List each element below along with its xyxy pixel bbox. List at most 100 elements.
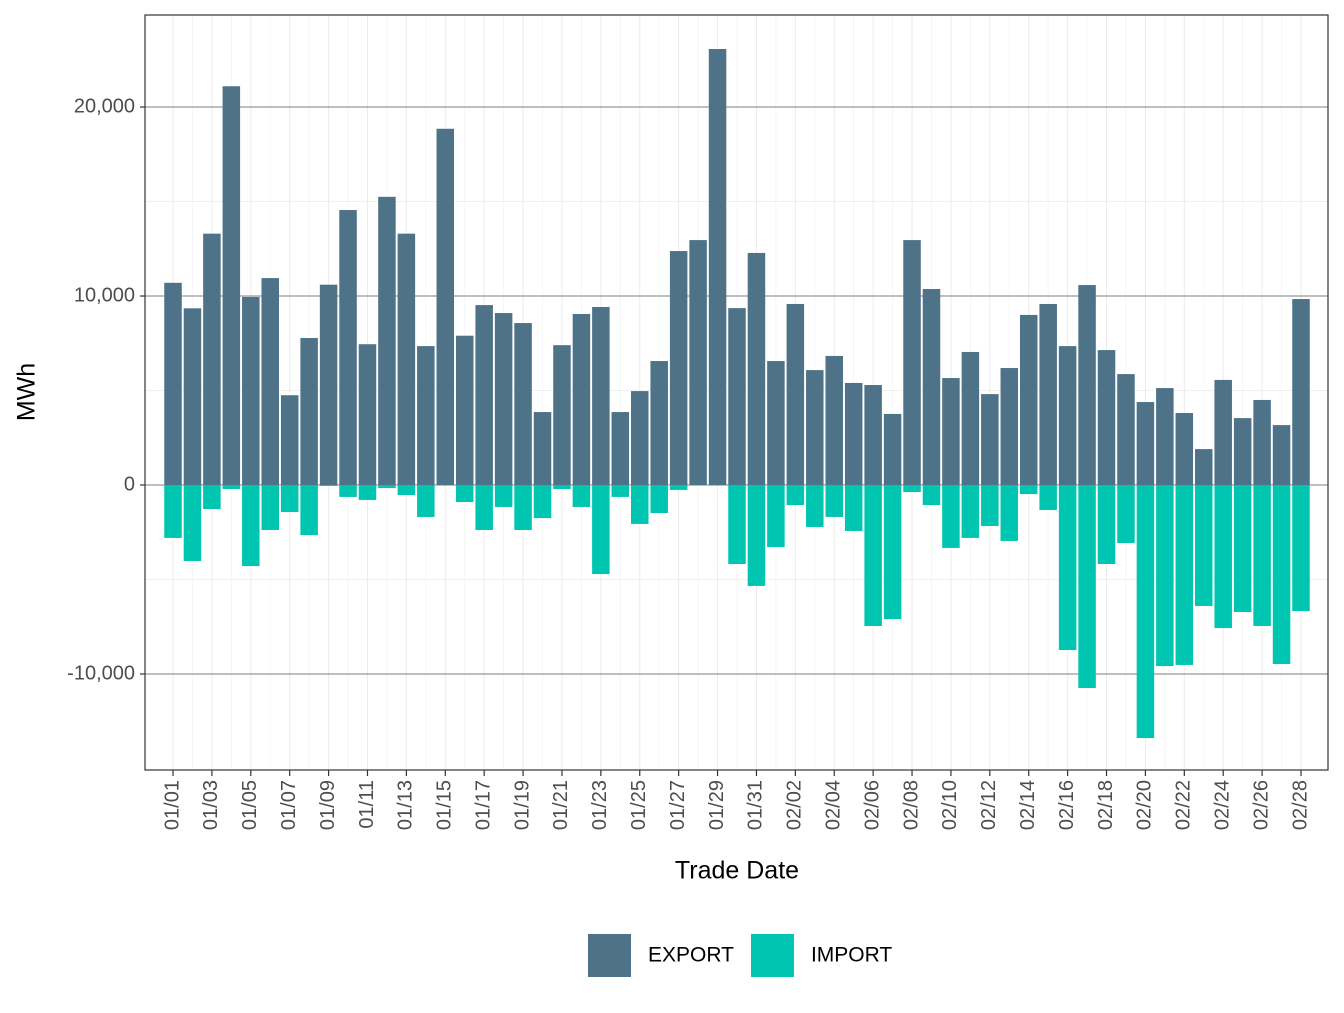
bar bbox=[533, 485, 552, 519]
bar bbox=[203, 485, 221, 510]
bar bbox=[339, 485, 357, 497]
legend-label: EXPORT bbox=[648, 944, 734, 967]
bar bbox=[747, 485, 766, 586]
bar bbox=[1156, 388, 1174, 486]
bar bbox=[1214, 485, 1232, 629]
x-tick-label: 02/08 bbox=[900, 780, 922, 830]
bar bbox=[961, 485, 980, 538]
legend-swatch bbox=[750, 934, 794, 977]
x-tick-label: 02/10 bbox=[939, 780, 961, 830]
x-tick-label: 02/16 bbox=[1056, 780, 1078, 830]
bar bbox=[786, 303, 805, 486]
x-tick-label: 01/01 bbox=[161, 780, 183, 830]
bar bbox=[1097, 350, 1116, 486]
bar bbox=[883, 485, 902, 619]
x-tick-label: 01/07 bbox=[278, 780, 300, 830]
x-tick-label: 02/04 bbox=[823, 780, 845, 830]
bar bbox=[1272, 485, 1291, 664]
x-tick-label: 01/21 bbox=[550, 780, 572, 830]
bar bbox=[631, 391, 649, 486]
bar bbox=[203, 233, 221, 486]
bar bbox=[806, 370, 824, 486]
bar bbox=[922, 289, 941, 486]
bar bbox=[650, 361, 668, 486]
bar bbox=[1097, 485, 1116, 565]
bar bbox=[1195, 449, 1213, 486]
x-tick-label: 02/24 bbox=[1211, 780, 1233, 830]
bar bbox=[475, 305, 493, 486]
bar bbox=[631, 485, 649, 524]
x-tick-label: 02/18 bbox=[1095, 780, 1117, 830]
bar bbox=[378, 196, 396, 486]
x-tick-label: 01/11 bbox=[356, 780, 378, 829]
bar bbox=[942, 378, 960, 486]
bar bbox=[981, 485, 999, 527]
bar bbox=[222, 86, 241, 486]
bar bbox=[747, 252, 766, 486]
bar bbox=[1253, 485, 1271, 626]
bar bbox=[553, 345, 571, 486]
bar bbox=[1175, 413, 1194, 486]
bar bbox=[767, 485, 785, 547]
bar bbox=[1136, 402, 1155, 486]
y-tick-label: -10,000 bbox=[67, 662, 135, 684]
x-tick-label: 01/13 bbox=[395, 780, 417, 830]
bar bbox=[903, 240, 921, 486]
x-tick-label: 02/02 bbox=[784, 780, 806, 830]
x-tick-label: 02/20 bbox=[1134, 780, 1156, 830]
bar bbox=[358, 485, 377, 500]
bar bbox=[883, 413, 902, 486]
bar bbox=[280, 395, 299, 486]
x-tick-label: 01/25 bbox=[628, 780, 650, 830]
x-axis-title: Trade Date bbox=[675, 857, 799, 885]
bar bbox=[280, 485, 299, 513]
bar bbox=[728, 485, 746, 565]
x-tick-label: 01/05 bbox=[239, 780, 261, 830]
bar bbox=[1292, 485, 1310, 612]
legend-swatch bbox=[588, 934, 631, 977]
bar bbox=[1000, 368, 1019, 486]
x-tick-label: 02/22 bbox=[1173, 780, 1195, 830]
bar bbox=[242, 485, 260, 567]
bar bbox=[494, 485, 513, 507]
bar bbox=[417, 485, 435, 517]
bar bbox=[164, 282, 182, 486]
x-tick-label: 01/31 bbox=[745, 780, 767, 830]
bar bbox=[417, 346, 435, 486]
bar bbox=[1136, 485, 1155, 739]
bar bbox=[806, 485, 824, 527]
bar bbox=[669, 251, 688, 486]
bar bbox=[494, 313, 513, 486]
bar bbox=[767, 361, 785, 486]
x-tick-label: 02/26 bbox=[1250, 780, 1272, 830]
x-tick-label: 01/15 bbox=[434, 780, 456, 830]
bar bbox=[572, 485, 591, 507]
bar bbox=[1078, 285, 1096, 486]
x-tick-label: 01/03 bbox=[200, 780, 222, 830]
bar bbox=[319, 284, 338, 486]
panel-border bbox=[144, 14, 1329, 771]
bar bbox=[903, 485, 921, 493]
bar bbox=[1039, 303, 1057, 486]
x-tick-label: 02/28 bbox=[1289, 780, 1311, 830]
bar bbox=[1117, 485, 1135, 544]
x-tick-label: 01/27 bbox=[667, 780, 689, 830]
bar bbox=[397, 485, 416, 496]
bar bbox=[1019, 485, 1038, 495]
bar bbox=[1058, 485, 1077, 650]
bar bbox=[981, 394, 999, 486]
x-tick-label: 01/29 bbox=[706, 780, 728, 830]
bar bbox=[961, 351, 980, 486]
bar bbox=[164, 485, 182, 538]
x-tick-label: 01/23 bbox=[589, 780, 611, 830]
bar bbox=[222, 485, 241, 489]
bar bbox=[319, 485, 338, 486]
bar bbox=[572, 313, 591, 486]
bar bbox=[942, 485, 960, 548]
bar bbox=[922, 485, 941, 506]
bar bbox=[455, 335, 474, 486]
bar bbox=[378, 485, 396, 489]
bar bbox=[825, 355, 843, 486]
